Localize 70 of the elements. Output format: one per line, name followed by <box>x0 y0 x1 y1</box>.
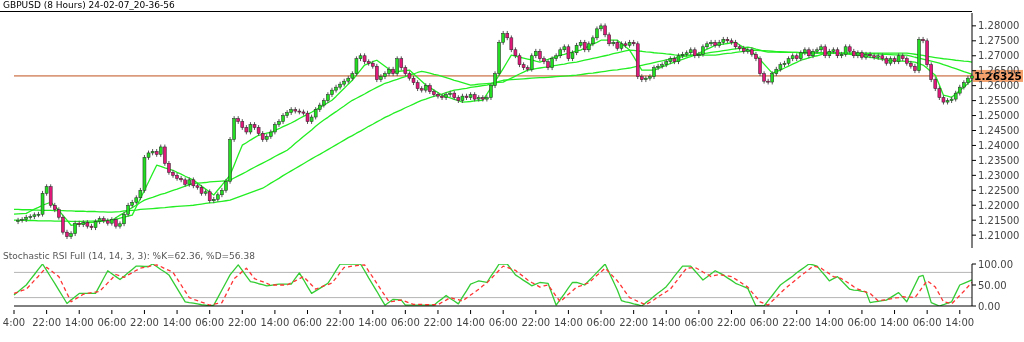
x-tick-label: 14:00 <box>456 317 485 328</box>
x-tick-label: 22:00 <box>325 317 355 328</box>
y-tick-label: 1.27000 <box>978 50 1020 62</box>
y-tick-label: 1.22000 <box>978 199 1020 211</box>
x-tick-label: 14:00 <box>358 317 388 328</box>
y-tick-label: 1.22500 <box>978 184 1020 196</box>
x-tick-label: 14:00 <box>260 317 290 328</box>
x-tick-label: 06:00 <box>912 317 942 328</box>
y-tick-label: 1.24000 <box>978 140 1020 151</box>
candlestick <box>644 75 648 83</box>
candlestick <box>444 91 448 101</box>
x-tick-label: 22:00 <box>717 317 746 328</box>
x-tick-label: 06:00 <box>97 317 127 328</box>
x-tick-label: 22:00 <box>521 317 551 328</box>
y-tick-label: 1.25000 <box>978 110 1020 122</box>
candlestick <box>175 172 179 182</box>
chart-title: Stochastic RSI Full (14, 14, 3, 3): %K=62.36, %D=56.38 <box>3 251 255 262</box>
x-tick-label: 06:00 <box>390 317 420 328</box>
y-tick-label: 50.00 <box>978 279 1007 291</box>
x-tick-label: 14:00 <box>880 317 909 328</box>
y-tick-label: 1.28000 <box>978 20 1020 32</box>
x-tick-label: 22:00 <box>782 317 812 328</box>
x-tick-label: 06:00 <box>195 317 225 328</box>
x-tick-label: 4:00 <box>2 317 26 328</box>
x-tick-label: 06:00 <box>586 317 616 328</box>
y-tick-label: 1.23500 <box>978 154 1020 166</box>
y-tick-label: 0.00 <box>978 300 1001 312</box>
candlestick <box>436 91 440 100</box>
x-tick-label: 22:00 <box>32 317 62 328</box>
chart-title: GBPUSD (8 Hours) 24-02-07_20-36-56 <box>3 0 175 11</box>
candlestick <box>375 63 379 83</box>
x-tick-label: 22:00 <box>227 317 257 328</box>
y-tick-label: 1.24500 <box>978 125 1020 137</box>
candlestick <box>354 55 359 77</box>
candlestick <box>179 175 183 183</box>
candlestick <box>16 217 20 225</box>
candlestick <box>338 81 342 91</box>
x-tick-label: 14:00 <box>651 317 681 328</box>
x-tick-label: 14:00 <box>64 317 94 328</box>
x-tick-label: 06:00 <box>293 317 322 328</box>
x-tick-label: 22:00 <box>423 317 453 328</box>
y-tick-label: 1.25500 <box>978 95 1020 107</box>
y-tick-label: 1.26000 <box>978 80 1020 92</box>
x-tick-label: 14:00 <box>162 317 192 328</box>
y-tick-label: 1.21000 <box>978 229 1020 241</box>
candlestick <box>395 55 399 77</box>
x-tick-label: 06:00 <box>684 317 714 328</box>
y-tick-label: 100.00 <box>978 258 1013 270</box>
candlestick <box>815 46 819 55</box>
candlestick <box>856 49 860 59</box>
candlestick <box>432 88 436 98</box>
candlestick <box>864 51 868 61</box>
x-tick-label: 22:00 <box>130 317 159 328</box>
x-tick-label: 06:00 <box>847 317 877 328</box>
x-tick-label: 06:00 <box>488 317 518 328</box>
candlestick <box>440 93 444 101</box>
y-tick-label: 1.21500 <box>978 214 1020 226</box>
candlestick <box>868 51 872 59</box>
x-tick-label: 14:00 <box>945 317 975 328</box>
candlestick <box>909 60 913 70</box>
candlestick <box>803 46 807 56</box>
x-tick-label: 06:00 <box>749 317 779 328</box>
y-tick-label: 1.27500 <box>978 35 1020 47</box>
x-tick-label: 14:00 <box>814 317 844 328</box>
line-series <box>13 264 973 306</box>
y-tick-label: 1.23000 <box>978 169 1020 181</box>
candlestick <box>709 39 713 47</box>
x-tick-label: 22:00 <box>619 317 649 328</box>
candlestick <box>383 70 387 80</box>
x-tick-label: 14:00 <box>554 317 583 328</box>
